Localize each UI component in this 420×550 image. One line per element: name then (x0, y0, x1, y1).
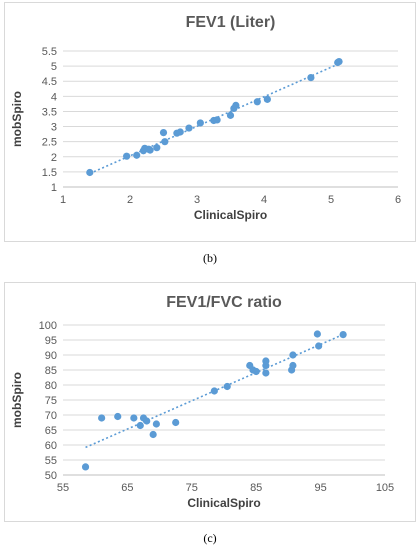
data-point (262, 357, 270, 365)
data-point (143, 417, 151, 425)
data-point (86, 168, 94, 177)
y-tick-label: 1.5 (42, 167, 57, 179)
data-point (149, 430, 157, 439)
y-tick-label: 70 (45, 410, 57, 422)
data-point (133, 151, 141, 159)
scatter-chart-fev1: FEV1 (Liter) 1 1.5 2 2.5 3 3.5 4 4.5 5 5.5 1 2 3 4 5 6 Cl… (10, 14, 401, 222)
x-tick-label: 105 (376, 482, 394, 494)
figure-caption-c: (c) (203, 531, 217, 545)
y-tick-label: 4.5 (42, 76, 57, 88)
y-tick-label: 3.5 (42, 106, 57, 118)
y-axis-label: mobSpiro (10, 91, 24, 147)
data-point (252, 367, 260, 376)
chart-panel-fev1: FEV1 (Liter) 1 1.5 2 2.5 3 3.5 4 4.5 5 5.5 1 2 3 4 5 6 Cl… (4, 2, 416, 242)
data-point (114, 412, 122, 421)
y-tick-label: 4 (51, 91, 57, 103)
x-tick-label: 95 (314, 482, 326, 494)
x-tick-label: 75 (186, 482, 198, 494)
x-tick-label: 85 (250, 482, 262, 494)
data-point (210, 387, 218, 395)
data-point (136, 421, 144, 430)
data-point (213, 116, 221, 124)
y-tick-label: 2.5 (42, 137, 57, 149)
data-point (98, 414, 106, 422)
y-axis-label: mobSpiro (10, 372, 24, 428)
data-point (176, 128, 184, 136)
y-tick-label: 80 (45, 380, 57, 392)
y-tick-label: 95 (45, 335, 57, 347)
data-point (130, 414, 138, 422)
y-tick-label: 55 (45, 455, 57, 467)
data-point (307, 73, 315, 82)
x-axis-label: ClinicalSpiro (194, 208, 267, 222)
data-point (313, 330, 321, 338)
y-tick-label: 5.5 (42, 46, 57, 58)
chart-title: FEV1/FVC ratio (166, 294, 282, 311)
data-point (289, 351, 297, 359)
data-point (226, 111, 235, 119)
y-tick-label: 3 (51, 122, 57, 134)
data-point (185, 124, 193, 132)
data-point (153, 144, 161, 152)
data-point (339, 331, 347, 339)
chart-panel-fev1-fvc: FEV1/FVC ratio 50 55 60 65 70 75 80 85 90 95 100 55 6… (4, 282, 416, 522)
data-point (123, 152, 131, 160)
data-point (81, 463, 90, 471)
x-tick-label: 55 (57, 482, 69, 494)
y-tick-label: 100 (39, 320, 57, 332)
y-tick-label: 2 (51, 152, 57, 164)
x-tick-label: 4 (261, 194, 267, 206)
x-tick-label: 2 (127, 194, 133, 206)
data-point (289, 361, 297, 370)
figure-caption-b: (b) (203, 251, 217, 265)
chart-title: FEV1 (Liter) (186, 14, 276, 31)
y-tick-label: 75 (45, 395, 57, 407)
x-tick-label: 3 (194, 194, 200, 206)
y-tick-label: 90 (45, 350, 57, 362)
data-point (335, 57, 343, 66)
y-tick-label: 1 (51, 182, 57, 194)
data-point (161, 138, 169, 146)
data-point (262, 369, 270, 377)
y-tick-label: 5 (51, 61, 57, 73)
data-point (172, 418, 180, 427)
data-point (223, 382, 231, 391)
data-point (159, 129, 168, 137)
data-point (263, 95, 271, 103)
x-tick-label: 65 (121, 482, 133, 494)
x-tick-label: 1 (60, 194, 66, 206)
y-tick-label: 60 (45, 440, 57, 452)
data-point (146, 146, 154, 154)
y-tick-label: 50 (45, 470, 57, 482)
data-point (315, 342, 323, 350)
data-point (232, 101, 240, 109)
x-tick-label: 5 (328, 194, 334, 206)
x-axis-label: ClinicalSpiro (187, 496, 260, 510)
data-point (253, 98, 261, 106)
y-tick-label: 85 (45, 365, 57, 377)
x-tick-label: 6 (395, 194, 401, 206)
data-point (152, 420, 160, 428)
y-tick-label: 65 (45, 425, 57, 437)
data-point (196, 119, 204, 127)
